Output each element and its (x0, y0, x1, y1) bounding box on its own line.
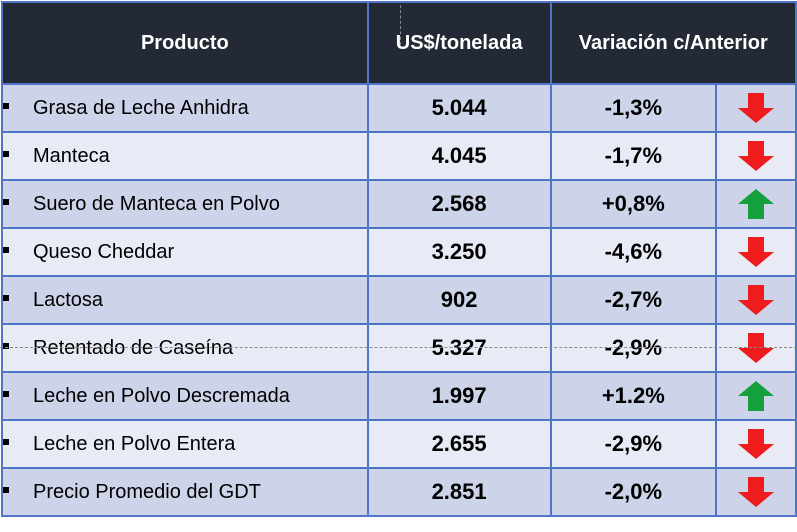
change-cell: -2,0% (549, 467, 718, 517)
trend-cell (715, 419, 797, 469)
table-row: Suero de Manteca en Polvo 2.568 +0,8% (1, 179, 797, 229)
product-cell: Queso Cheddar (1, 227, 369, 277)
product-cell: Suero de Manteca en Polvo (1, 179, 369, 229)
table-row: Lactosa 902 -2,7% (1, 275, 797, 325)
product-name: Leche en Polvo Entera (33, 432, 236, 455)
table-row: Queso Cheddar 3.250 -4,6% (1, 227, 797, 277)
table-row: Leche en Polvo Descremada 1.997 +1.2% (1, 371, 797, 421)
trend-cell (715, 131, 797, 181)
arrow-down-icon (738, 429, 775, 459)
change-cell: +1.2% (549, 371, 718, 421)
product-cell: Precio Promedio del GDT (1, 467, 369, 517)
header-product: Producto (1, 1, 369, 85)
table-row: Manteca 4.045 -1,7% (1, 131, 797, 181)
price-cell: 4.045 (366, 131, 552, 181)
bullet-icon (3, 151, 9, 158)
arrow-down-icon (738, 237, 775, 267)
bullet-icon (3, 439, 9, 446)
price-cell: 2.655 (366, 419, 552, 469)
trend-cell (715, 323, 797, 373)
change-cell: -1,7% (549, 131, 718, 181)
trend-cell (715, 371, 797, 421)
product-name: Suero de Manteca en Polvo (33, 192, 280, 215)
product-cell: Leche en Polvo Entera (1, 419, 369, 469)
arrow-down-icon (738, 333, 775, 363)
table-row: Retentado de Caseína 5.327 -2,9% (1, 323, 797, 373)
arrow-up-icon (738, 381, 775, 411)
header-price: US$/tonelada (366, 1, 552, 85)
product-name: Precio Promedio del GDT (33, 480, 261, 503)
product-name: Lactosa (33, 288, 104, 311)
header-change: Variación c/Anterior (549, 1, 797, 85)
header-row: Producto US$/tonelada Variación c/Anteri… (1, 1, 797, 85)
table-body: Grasa de Leche Anhidra 5.044 -1,3% Manteca 4… (1, 83, 797, 517)
dashed-guide-horizontal (0, 347, 797, 348)
trend-cell (715, 275, 797, 325)
product-cell: Leche en Polvo Descremada (1, 371, 369, 421)
change-cell: -2,9% (549, 419, 718, 469)
bullet-icon (3, 199, 9, 206)
change-cell: -2,7% (549, 275, 718, 325)
arrow-down-icon (738, 285, 775, 315)
bullet-icon (3, 103, 9, 110)
price-cell: 3.250 (366, 227, 552, 277)
price-cell: 2.851 (366, 467, 552, 517)
price-cell: 5.044 (366, 83, 552, 133)
bullet-icon (3, 391, 9, 398)
trend-cell (715, 227, 797, 277)
arrow-up-icon (738, 189, 775, 219)
arrow-down-icon (738, 141, 775, 171)
arrow-down-icon (738, 477, 775, 507)
product-name: Manteca (33, 144, 110, 167)
change-cell: -4,6% (549, 227, 718, 277)
product-name: Queso Cheddar (33, 240, 175, 263)
trend-cell (715, 179, 797, 229)
product-name: Grasa de Leche Anhidra (33, 96, 249, 119)
arrow-down-icon (738, 93, 775, 123)
table-row: Precio Promedio del GDT 2.851 -2,0% (1, 467, 797, 517)
bullet-icon (3, 247, 9, 254)
product-cell: Lactosa (1, 275, 369, 325)
trend-cell (715, 467, 797, 517)
product-name: Leche en Polvo Descremada (33, 384, 290, 407)
bullet-icon (3, 295, 9, 302)
change-cell: -1,3% (549, 83, 718, 133)
product-cell: Manteca (1, 131, 369, 181)
bullet-icon (3, 343, 9, 350)
price-cell: 1.997 (366, 371, 552, 421)
price-cell: 2.568 (366, 179, 552, 229)
product-cell: Retentado de Caseína (1, 323, 369, 373)
change-cell: -2,9% (549, 323, 718, 373)
price-cell: 902 (366, 275, 552, 325)
price-table: Producto US$/tonelada Variación c/Anteri… (1, 1, 797, 517)
table-row: Grasa de Leche Anhidra 5.044 -1,3% (1, 83, 797, 133)
change-cell: +0,8% (549, 179, 718, 229)
bullet-icon (3, 487, 9, 494)
table-row: Leche en Polvo Entera 2.655 -2,9% (1, 419, 797, 469)
trend-cell (715, 83, 797, 133)
product-cell: Grasa de Leche Anhidra (1, 83, 369, 133)
dashed-guide-vertical (400, 5, 401, 45)
price-cell: 5.327 (366, 323, 552, 373)
